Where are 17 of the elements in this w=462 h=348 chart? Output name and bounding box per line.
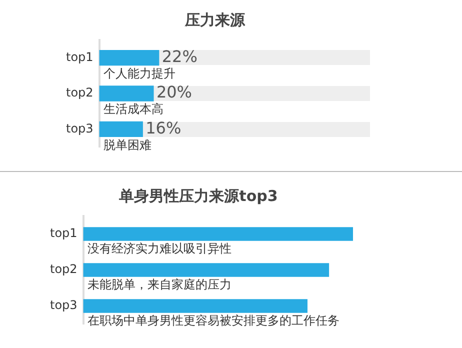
annotation: 没有经济实力难以吸引异性 xyxy=(87,242,232,256)
chart-title: 压力来源 xyxy=(184,10,246,29)
annotation: 生活成本高 xyxy=(103,102,164,116)
annotation: 未能脱单，来自家庭的压力 xyxy=(87,278,232,292)
annotation: 脱单困难 xyxy=(103,138,152,152)
y-tick-label: top2 xyxy=(66,86,94,100)
annotation: 在职场中单身男性更容易被安排更多的工作任务 xyxy=(87,314,340,328)
annotation: 个人能力提升 xyxy=(103,66,176,80)
y-tick-label: top3 xyxy=(50,298,78,312)
y-tick-label: top3 xyxy=(66,121,94,136)
y-tick-label: top2 xyxy=(50,262,78,276)
chart-title: 单身男性压力来源top3 xyxy=(118,186,278,205)
data-label: 22% xyxy=(162,46,198,66)
data-label: 16% xyxy=(146,118,182,138)
y-tick-label: top1 xyxy=(50,226,78,240)
y-tick-label: top1 xyxy=(66,50,94,64)
data-label: 20% xyxy=(156,82,192,102)
